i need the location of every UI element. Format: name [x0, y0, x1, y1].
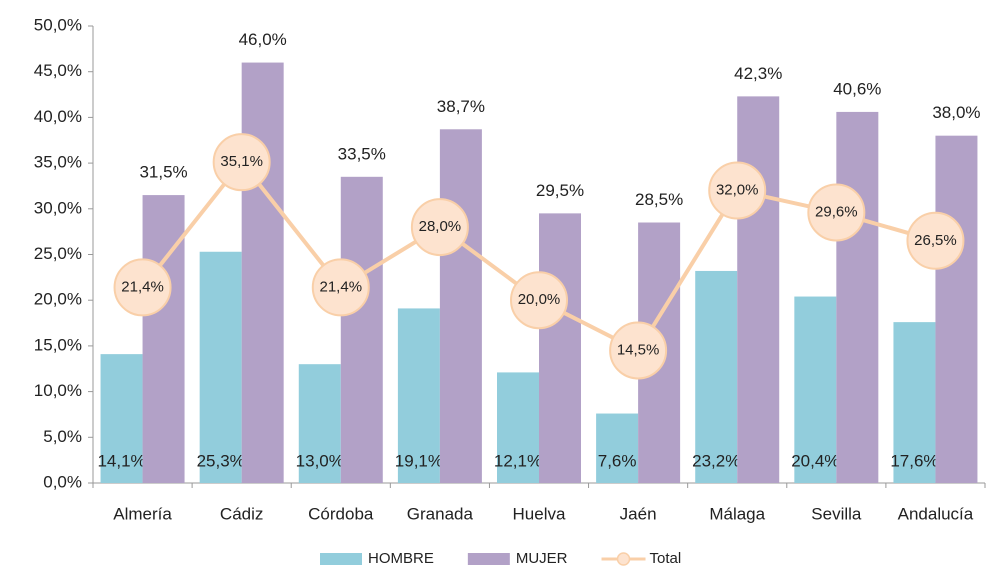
y-tick-label: 15,0% — [34, 335, 82, 354]
line-marker — [906, 211, 965, 270]
line-marker — [510, 271, 568, 330]
data-label: 29,6% — [815, 203, 858, 220]
x-tick-label: Cádiz — [220, 504, 263, 523]
bar — [142, 195, 185, 483]
line-marker — [113, 258, 172, 317]
data-label: 19,1% — [395, 451, 443, 470]
y-tick-label: 50,0% — [34, 15, 82, 34]
bar — [794, 296, 837, 483]
legend-item: MUJER — [467, 550, 568, 567]
bar — [539, 213, 581, 483]
line-marker — [708, 161, 767, 220]
data-label: 42,3% — [734, 64, 782, 83]
legend-item: Total — [601, 550, 682, 567]
bar — [100, 354, 143, 483]
x-tick-label: Almería — [113, 504, 172, 523]
data-label: 33,5% — [338, 144, 386, 163]
data-label: 20,4% — [791, 451, 839, 470]
y-tick-label: 45,0% — [34, 61, 82, 80]
bar — [298, 364, 341, 483]
bar — [241, 62, 284, 484]
bar — [340, 176, 383, 483]
x-tick-label: Granada — [407, 504, 474, 523]
data-label: 35,1% — [220, 153, 263, 170]
bar — [695, 270, 738, 483]
data-label: 14,5% — [617, 341, 660, 358]
data-label: 21,4% — [320, 278, 363, 295]
y-tick-label: 35,0% — [34, 153, 82, 172]
bar — [497, 372, 539, 483]
legend-item: HOMBRE — [320, 550, 434, 567]
x-tick-label: Sevilla — [811, 504, 862, 523]
data-label: 21,4% — [121, 278, 164, 295]
x-tick-label: Málaga — [709, 504, 765, 523]
legend-marker — [616, 552, 631, 566]
x-tick-label: Jaén — [620, 504, 657, 523]
data-label: 14,1% — [97, 451, 145, 470]
legend-label: HOMBRE — [368, 550, 434, 567]
data-label: 13,0% — [296, 451, 344, 470]
data-label: 17,6% — [890, 451, 938, 470]
bar — [596, 413, 639, 483]
data-label: 28,5% — [635, 190, 683, 209]
y-tick-label: 20,0% — [34, 290, 82, 309]
line-marker — [311, 258, 370, 317]
bar — [893, 322, 936, 483]
y-tick-label: 0,0% — [43, 472, 82, 491]
data-label: 29,5% — [536, 181, 584, 200]
data-label: 46,0% — [239, 30, 287, 49]
data-label: 40,6% — [833, 79, 881, 98]
bar — [935, 135, 978, 483]
data-label: 38,0% — [932, 103, 980, 122]
line-marker — [609, 321, 668, 380]
legend-label: MUJER — [516, 550, 568, 567]
legend-label: Total — [650, 550, 682, 567]
data-label: 12,1% — [494, 451, 542, 470]
y-tick-label: 10,0% — [34, 381, 82, 400]
data-label: 25,3% — [197, 451, 245, 470]
bar — [737, 96, 780, 484]
y-tick-label: 40,0% — [34, 107, 82, 126]
bar — [397, 308, 440, 483]
legend-swatch — [467, 553, 510, 565]
x-tick-label: Andalucía — [898, 504, 974, 523]
data-label: 28,0% — [419, 218, 462, 235]
x-tick-label: Huelva — [513, 504, 566, 523]
line-marker — [410, 198, 469, 257]
data-label: 23,2% — [692, 451, 740, 470]
data-label: 7,6% — [598, 451, 637, 470]
line-marker — [807, 183, 866, 242]
y-tick-label: 25,0% — [34, 244, 82, 263]
bar — [199, 251, 242, 483]
y-tick-label: 30,0% — [34, 198, 82, 217]
data-label: 31,5% — [139, 163, 187, 182]
data-label: 26,5% — [914, 232, 957, 249]
legend-swatch — [320, 553, 362, 565]
data-label: 32,0% — [716, 181, 759, 198]
data-label: 20,0% — [518, 291, 561, 308]
x-tick-label: Córdoba — [308, 504, 374, 523]
bar — [439, 129, 482, 484]
y-tick-label: 5,0% — [43, 427, 82, 446]
bar — [836, 111, 879, 483]
line-marker — [212, 133, 271, 192]
data-label: 38,7% — [437, 97, 485, 116]
